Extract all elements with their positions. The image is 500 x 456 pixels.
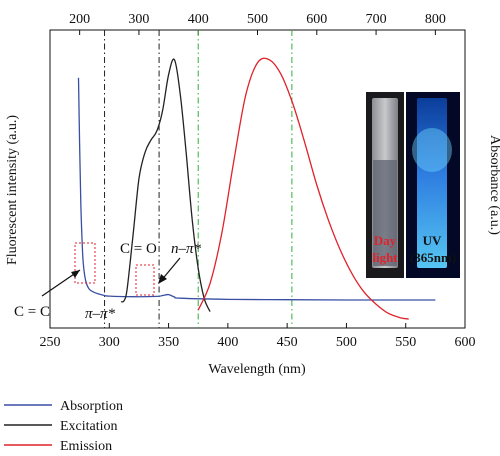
- uv-label-line2: (365nm): [410, 250, 456, 265]
- top-tick-label: 700: [366, 12, 387, 27]
- top-tick-label: 600: [306, 12, 327, 27]
- bottom-tick-label: 350: [158, 335, 179, 350]
- reference-lines: [104, 30, 293, 328]
- bottom-tick-label: 500: [336, 335, 357, 350]
- top-tick-label: 800: [425, 12, 446, 27]
- cc-label: C = C: [14, 304, 50, 320]
- uv-vial-body: [417, 98, 447, 268]
- co-label: C = O: [120, 241, 157, 257]
- emission-legend-label: Emission: [60, 439, 112, 454]
- bottom-tick-label: 450: [277, 335, 298, 350]
- uv-vial-glow: [412, 128, 452, 172]
- uv-label-line1: UV: [423, 233, 442, 248]
- n-pi-label: n–π*: [171, 241, 202, 257]
- absorption-series-line: [77, 77, 436, 301]
- n-pi-arrow-head: [158, 274, 167, 284]
- bottom-tick-label: 250: [40, 335, 61, 350]
- top-axis-ticks: 200 300 400 500 600 700 800: [69, 12, 446, 35]
- y-axis-title-right: Absorbance (a.u.): [487, 135, 500, 235]
- inset-photo: Day light UV (365nm): [366, 92, 460, 278]
- bottom-tick-label: 600: [455, 335, 476, 350]
- pi-pi-label: π–π*: [85, 306, 116, 322]
- daylight-vial-liquid: [373, 160, 397, 266]
- daylight-label-line2: light: [372, 250, 398, 265]
- excitation-legend-label: Excitation: [60, 419, 118, 434]
- bottom-tick-label: 550: [395, 335, 416, 350]
- y-axis-title-left: Fluorescent intensity (a.u.): [5, 115, 20, 265]
- top-tick-label: 300: [128, 12, 149, 27]
- x-axis-title: Wavelength (nm): [208, 362, 306, 377]
- absorption-legend-label: Absorption: [60, 399, 123, 414]
- top-tick-label: 200: [69, 12, 90, 27]
- bottom-tick-label: 400: [217, 335, 238, 350]
- cc-highlight-box: [74, 242, 96, 284]
- bottom-axis-ticks: 250 300 350 400 450 500 550 600: [40, 323, 476, 350]
- co-highlight-box: [135, 264, 155, 296]
- cc-arrow-head: [71, 270, 80, 278]
- series-lines: [77, 57, 436, 320]
- excitation-series-line: [120, 58, 211, 312]
- top-tick-label: 500: [247, 12, 268, 27]
- bottom-tick-label: 300: [99, 335, 120, 350]
- top-tick-label: 400: [188, 12, 209, 27]
- daylight-label-line1: Day: [374, 233, 397, 248]
- emission-series-line: [197, 57, 409, 320]
- legend: Absorption Excitation Emission: [4, 399, 123, 454]
